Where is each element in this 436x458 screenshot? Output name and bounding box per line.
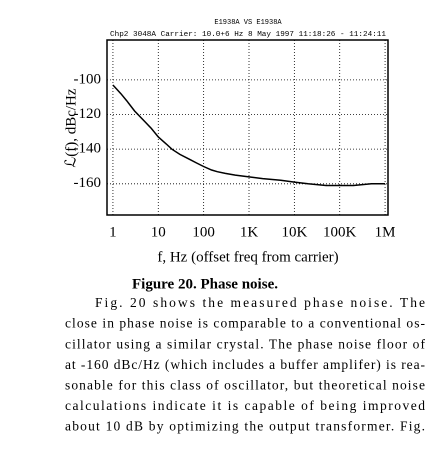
- x-tick-label: 1K: [240, 224, 259, 240]
- paragraph-line: sonable for this class of oscillator, bu…: [65, 377, 425, 392]
- y-tick-label: -160: [74, 175, 102, 191]
- chart-subheader: Chp2 3048A Carrier: 10.0+6 Hz 8 May 1997…: [110, 31, 386, 39]
- y-tick-label: -100: [74, 71, 102, 87]
- paragraph-line: cillator using a similar crystal. The ph…: [65, 336, 426, 351]
- x-tick-label: 100: [192, 224, 215, 240]
- x-tick-label: 10: [151, 224, 166, 240]
- paragraph-line: calculations indicate it is capable of b…: [65, 398, 425, 413]
- x-tick-label: 1: [109, 224, 117, 240]
- x-tick-label: 100K: [323, 224, 357, 240]
- y-tick-label: -120: [74, 106, 102, 122]
- chart-header: E1938A VS E1938A: [214, 19, 282, 27]
- paragraph-line: at -160 dBc/Hz (which includes a buffer …: [65, 357, 426, 372]
- x-tick-label: 1M: [375, 224, 396, 240]
- y-axis-label: ℒ(f), dBc/Hz: [63, 88, 79, 167]
- paragraph-line: Fig. 20 shows the measured phase noise. …: [95, 295, 425, 310]
- plot-frame: [106, 39, 389, 216]
- x-axis-label: f, Hz (offset freq from carrier): [157, 249, 338, 265]
- paragraph-line: about 10 dB by optimizing the output tra…: [65, 419, 425, 434]
- data-line: [112, 84, 386, 187]
- figure-caption: Figure 20. Phase noise.: [132, 276, 278, 292]
- x-tick-label: 10K: [281, 224, 307, 240]
- y-tick-label: -140: [74, 141, 102, 157]
- paragraph-line: close in phase noise is comparable to a …: [65, 316, 426, 331]
